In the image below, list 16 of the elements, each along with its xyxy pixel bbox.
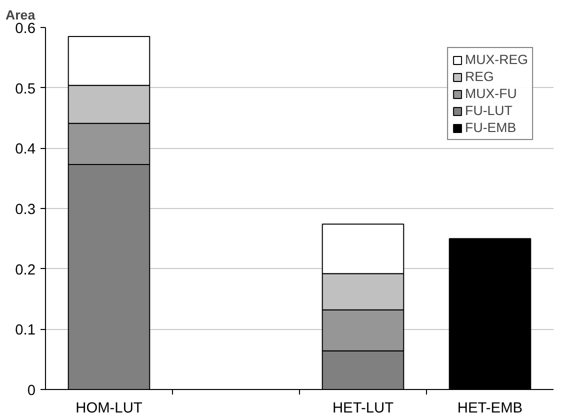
legend-label: MUX-REG (465, 52, 528, 67)
y-tick-label: 0.5 (15, 81, 36, 98)
legend-label: MUX-FU (465, 86, 517, 101)
y-tick-label: 0.1 (15, 322, 36, 339)
y-tick-label: 0.3 (15, 202, 36, 218)
y-tick-label: 0.2 (15, 262, 36, 278)
y-axis-title: Area (6, 8, 36, 22)
y-tick-label: 0.6 (15, 21, 36, 37)
x-tick-label: HET-EMB (457, 400, 523, 416)
legend-label: REG (465, 69, 494, 84)
x-tick-label: HET-LUT (332, 400, 394, 416)
x-tick-label: HOM-LUT (76, 400, 142, 416)
y-tick-label: 0.4 (15, 142, 36, 158)
legend-label: FU-LUT (465, 103, 512, 118)
legend-label: FU-EMB (465, 120, 516, 135)
y-tick-label: 0 (27, 383, 36, 399)
